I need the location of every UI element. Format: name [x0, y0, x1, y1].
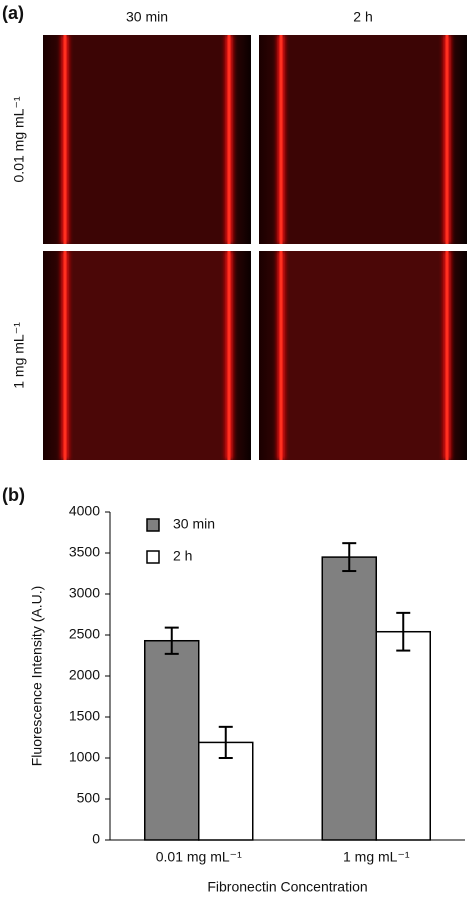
- x-tick-label: 1 mg mL⁻¹: [343, 849, 410, 865]
- y-tick-label: 500: [77, 790, 101, 806]
- column-label: 2 h: [353, 9, 372, 25]
- channel-wall: [279, 35, 283, 244]
- error-bar: [218, 725, 233, 759]
- y-tick-label: 3000: [69, 585, 100, 601]
- y-tick-label: 1500: [69, 708, 100, 724]
- legend-label: 2 h: [173, 548, 192, 564]
- bar: [144, 639, 200, 841]
- y-tick-label: 3500: [69, 544, 100, 560]
- micrograph-haze: [284, 251, 444, 460]
- channel-wall: [63, 251, 67, 460]
- channel-wall: [63, 35, 67, 244]
- micrograph: [259, 35, 467, 244]
- error-bar: [342, 542, 357, 573]
- legend-label: 30 min: [173, 516, 215, 532]
- y-tick-label: 0: [92, 831, 100, 847]
- channel-wall: [279, 251, 283, 460]
- bar: [375, 630, 431, 841]
- y-axis-label: Fluorescence Intensity (A.U.): [29, 586, 45, 767]
- x-axis-label: Fibronectin Concentration: [207, 879, 367, 895]
- row-label: 1 mg mL⁻¹: [11, 322, 27, 389]
- bar: [321, 556, 377, 841]
- y-tick-label: 4000: [69, 503, 100, 519]
- y-tick-label: 1000: [69, 749, 100, 765]
- y-tick-label: 2000: [69, 667, 100, 683]
- error-bar: [164, 626, 179, 655]
- y-tick-label: 2500: [69, 626, 100, 642]
- panel-label: (b): [2, 485, 25, 505]
- micrograph-haze: [68, 251, 228, 460]
- column-label: 30 min: [126, 9, 168, 25]
- channel-wall: [445, 251, 449, 460]
- legend-swatch: [146, 518, 160, 532]
- channel-wall: [445, 35, 449, 244]
- x-tick-label: 0.01 mg mL⁻¹: [156, 849, 242, 865]
- row-label: 0.01 mg mL⁻¹: [11, 96, 27, 182]
- legend-swatch: [146, 550, 160, 564]
- error-bar: [396, 611, 411, 652]
- micrograph: [43, 35, 251, 244]
- channel-wall: [227, 35, 231, 244]
- channel-wall: [227, 251, 231, 460]
- panel-label: (a): [2, 3, 24, 23]
